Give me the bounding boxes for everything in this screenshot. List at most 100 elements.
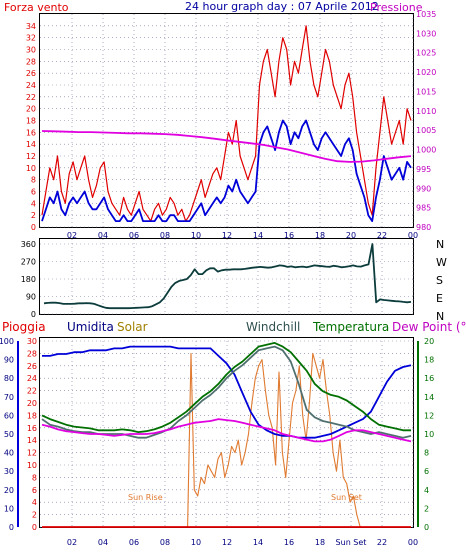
wind-pressure-plot-frame: [39, 13, 414, 228]
time-tick-label: 06: [129, 538, 139, 547]
solar-label: Solar: [117, 320, 148, 334]
direction-series: [43, 243, 412, 310]
humidity-label: Umidita: [67, 320, 114, 334]
pressure-tick-label: 1005: [416, 126, 436, 135]
temperature-tick-label: 6: [424, 467, 429, 476]
time-tick-label: 04: [98, 231, 108, 240]
time-tick-label: 02: [67, 538, 77, 547]
wind-tick-label: 2: [31, 211, 36, 220]
humidity-tick-label: 90: [4, 356, 14, 365]
time-tick-label: 06: [129, 231, 139, 240]
temperature-tick-label: 12: [424, 411, 434, 420]
wind-axis-title: Forza vento: [4, 1, 69, 14]
humidity-tick-label: 10: [4, 504, 14, 513]
rain-tick-label: 22: [27, 387, 37, 396]
wind-tick-label: 4: [31, 199, 36, 208]
humidity-tick-label: 70: [4, 393, 14, 402]
time-tick-label: 16: [284, 538, 294, 547]
wind-tick-label: 0: [31, 223, 36, 232]
time-tick-label: 02: [67, 231, 77, 240]
time-tick-label: 18: [315, 231, 325, 240]
humidity-tick-label: 80: [4, 374, 14, 383]
rain-tick-label: 20: [27, 399, 37, 408]
rain-tick-label: 24: [27, 374, 37, 383]
wind-tick-label: 22: [26, 93, 36, 102]
rain-label: Pioggia: [2, 320, 46, 334]
rain-tick-label: 4: [32, 498, 37, 507]
time-tick-label: 00: [408, 538, 418, 547]
rain-tick-label: 16: [27, 424, 37, 433]
rain-tick-label: 14: [27, 436, 37, 445]
wind-pressure-series: [41, 25, 412, 223]
temperature-label: Temperatura: [312, 320, 389, 334]
temperature-tick-label: 14: [424, 393, 434, 402]
rain-tick-label: 0: [32, 523, 37, 532]
wind-tick-label: 8: [31, 176, 36, 185]
temperature-tick-label: 0: [424, 523, 429, 532]
series-direction: [43, 243, 412, 310]
wind-tick-label: 10: [26, 164, 36, 173]
humidity-tick-label: 20: [4, 486, 14, 495]
rain-tick-label: 12: [27, 449, 37, 458]
windchill-label: Windchill: [246, 320, 300, 334]
wind-tick-label: 14: [26, 140, 36, 149]
direction-tick-label: 360: [21, 240, 36, 249]
direction-tick-label: 0: [31, 310, 36, 319]
wind-pressure-ticks: 0246810121416182022242628303234980985990…: [26, 10, 437, 240]
time-tick-label: 16: [284, 231, 294, 240]
pressure-tick-label: 990: [416, 184, 431, 193]
temp-humidity-ticks: 0246810121416182022242628300102030405060…: [0, 337, 434, 547]
time-tick-label: 10: [191, 231, 201, 240]
compass-label: S: [436, 274, 443, 287]
humidity-tick-label: 60: [4, 411, 14, 420]
time-tick-label: 12: [222, 538, 232, 547]
pressure-tick-label: 1030: [416, 29, 436, 38]
wind-tick-label: 12: [26, 152, 36, 161]
humidity-tick-label: 100: [0, 337, 14, 346]
rain-tick-label: 26: [27, 362, 37, 371]
time-tick-label: 22: [377, 538, 387, 547]
temperature-tick-label: 10: [424, 430, 434, 439]
pressure-tick-label: 1025: [416, 49, 436, 58]
time-tick-label: 18: [315, 538, 325, 547]
temperature-tick-label: 4: [424, 486, 429, 495]
sunrise-annotation: Sun Rise: [128, 493, 163, 502]
time-tick-label: 10: [191, 538, 201, 547]
time-tick-label: 14: [253, 231, 263, 240]
temperature-tick-label: 2: [424, 504, 429, 513]
wind-tick-label: 16: [26, 128, 36, 137]
pressure-tick-label: 1000: [416, 146, 436, 155]
wind-tick-label: 6: [31, 188, 36, 197]
wind-tick-label: 32: [26, 34, 36, 43]
time-tick-label: 08: [160, 231, 170, 240]
wind-tick-label: 26: [26, 69, 36, 78]
pressure-tick-label: 985: [416, 204, 431, 213]
dewpoint-label: Dew Point (°C): [392, 320, 466, 334]
time-tick-label: 20: [346, 231, 356, 240]
time-tick-label: 12: [222, 231, 232, 240]
temp-humidity-series: [41, 341, 412, 528]
time-tick-label: 08: [160, 538, 170, 547]
rain-tick-label: 8: [32, 473, 37, 482]
compass-label: W: [436, 256, 447, 269]
time-tick-label: 22: [377, 231, 387, 240]
pressure-tick-label: 1020: [416, 68, 436, 77]
series-humidity: [42, 345, 412, 439]
direction-grid: [40, 239, 414, 315]
humidity-tick-label: 40: [4, 449, 14, 458]
wind-tick-label: 34: [26, 22, 36, 31]
wind-tick-label: 18: [26, 117, 36, 126]
rain-tick-label: 6: [32, 486, 37, 495]
humidity-tick-label: 50: [4, 430, 14, 439]
rain-tick-label: 18: [27, 411, 37, 420]
sunset-annotation: Sun Set: [331, 493, 362, 502]
temperature-tick-label: 16: [424, 374, 434, 383]
compass-label: N: [436, 310, 444, 323]
wind-tick-label: 20: [26, 105, 36, 114]
series-temperature: [41, 341, 411, 434]
wind-tick-label: 30: [26, 46, 36, 55]
time-tick-label: 14: [253, 538, 263, 547]
